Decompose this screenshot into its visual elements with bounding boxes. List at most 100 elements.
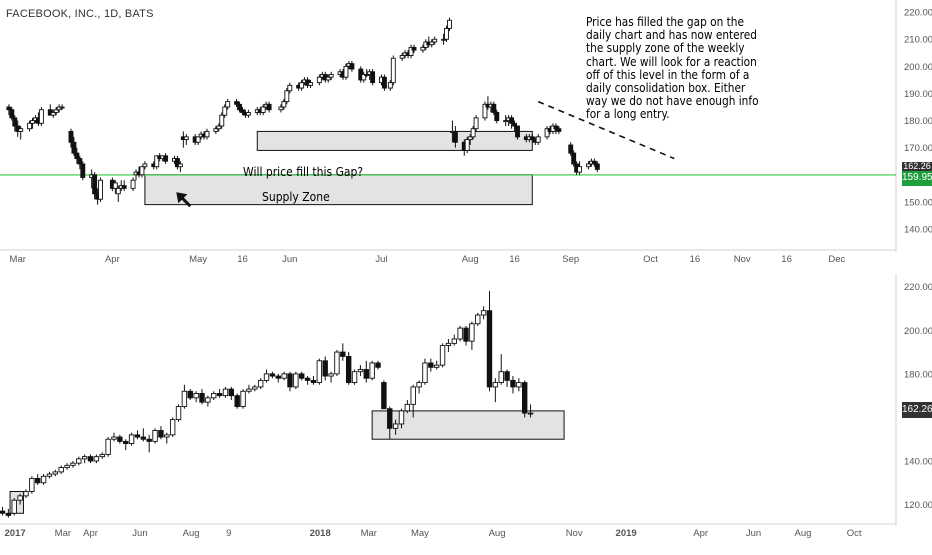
x-tick-label-1-2: May: [189, 254, 207, 265]
candle-body: [117, 436, 123, 442]
y-tick-label-1-3: 190.00: [904, 89, 932, 100]
y-tick-label-2-3: 140.00: [904, 457, 932, 468]
candle-1-45: [195, 136, 201, 145]
candle-1-108: [464, 136, 470, 154]
candle-body: [486, 310, 493, 388]
candle-body: [375, 362, 381, 368]
y-tick-label-1-0: 220.00: [904, 8, 932, 19]
candle-1-55: [237, 101, 242, 113]
candle-body: [263, 373, 270, 381]
candle-body: [568, 144, 574, 154]
candle-2-56: [328, 371, 334, 383]
candle-2-19: [111, 432, 117, 442]
x-tick-label-1-12: 16: [781, 254, 792, 265]
candle-2-55: [322, 356, 328, 381]
x-tick-label-1-1: Apr: [105, 254, 120, 265]
candle-body: [429, 41, 435, 46]
candle-body: [81, 456, 88, 460]
candle-body: [334, 351, 340, 375]
candle-body: [571, 152, 577, 165]
candle-2-53: [310, 376, 317, 385]
candle-body: [594, 163, 600, 170]
x-tick-label-2-9: Aug: [489, 528, 506, 539]
candle-body: [469, 323, 475, 342]
candle-body: [0, 510, 6, 514]
y-tick-label-1-5: 170.00: [904, 143, 932, 154]
candle-2-24: [140, 428, 147, 442]
candle-2-71: [416, 380, 422, 394]
candle-body: [99, 454, 105, 458]
candle-1-76: [325, 74, 331, 83]
candle-2-50: [293, 371, 299, 390]
candle-body: [46, 473, 53, 477]
y-tick-label-1-6: 150.00: [904, 197, 932, 208]
candle-body: [140, 436, 147, 440]
candle-2-77: [451, 334, 457, 346]
candle-body: [491, 103, 497, 113]
candle-body: [316, 76, 322, 84]
x-tick-label-1-6: Aug: [462, 254, 479, 265]
candle-body: [213, 128, 219, 132]
x-tick-label-1-13: Dec: [828, 254, 845, 265]
y-tick-label-1-2: 200.00: [904, 62, 932, 73]
candle-body: [408, 46, 414, 56]
candle-1-102: [441, 33, 447, 45]
candle-body: [152, 430, 158, 442]
candle-body: [77, 158, 83, 165]
candle-1-18: [77, 155, 83, 170]
candle-1-73: [316, 74, 322, 86]
candle-2-29: [169, 417, 176, 438]
candle-1-26: [115, 185, 121, 202]
candle-body: [492, 382, 499, 388]
candle-body: [222, 388, 229, 397]
candle-body: [71, 141, 77, 154]
candle-2-13: [76, 456, 82, 466]
candle-body: [146, 438, 152, 442]
candle-2-67: [392, 419, 399, 435]
candle-body: [328, 74, 334, 78]
candle-2-42: [246, 384, 252, 394]
candle-2-31: [181, 384, 188, 409]
arrow-head: [176, 192, 188, 204]
candle-2-8: [46, 471, 53, 479]
candle-body: [475, 314, 481, 325]
candle-body: [325, 76, 331, 81]
candle-body: [351, 371, 358, 384]
candle-1-138: [591, 158, 597, 167]
chart-title: FACEBOOK, INC., 1D, BATS: [6, 8, 154, 20]
candle-body: [577, 166, 583, 173]
y-tick-label-2-1: 200.00: [904, 326, 932, 337]
x-tick-label-2-8: May: [411, 528, 429, 539]
x-tick-label-1-3: 16: [237, 254, 248, 265]
candle-body: [284, 90, 290, 103]
candle-1-84: [361, 71, 367, 83]
candle-2-30: [175, 404, 182, 422]
candle-2-49: [287, 371, 293, 392]
candle-body: [444, 27, 449, 40]
candle-body: [164, 434, 170, 438]
candle-body: [482, 103, 488, 119]
candle-body: [369, 362, 375, 379]
candle-body: [509, 117, 515, 124]
candle-body: [521, 382, 528, 414]
candle-1-121: [515, 125, 520, 140]
candle-body: [68, 130, 74, 143]
candle-1-72: [308, 79, 313, 89]
candle-2-83: [486, 291, 493, 392]
candle-body: [498, 371, 504, 384]
candle-body: [59, 106, 65, 109]
candle-body: [392, 423, 399, 429]
candle-2-90: [527, 404, 534, 418]
candle-body: [361, 74, 367, 81]
candle-body: [35, 477, 41, 484]
candle-body: [281, 101, 287, 108]
candle-body: [23, 491, 29, 497]
candle-body: [308, 82, 313, 86]
candle-2-61: [357, 365, 364, 377]
candle-2-37: [216, 389, 223, 398]
candle-1-106: [452, 126, 458, 148]
candle-1-21: [92, 172, 98, 200]
candle-2-5: [29, 476, 35, 494]
candle-1-124: [529, 134, 535, 143]
